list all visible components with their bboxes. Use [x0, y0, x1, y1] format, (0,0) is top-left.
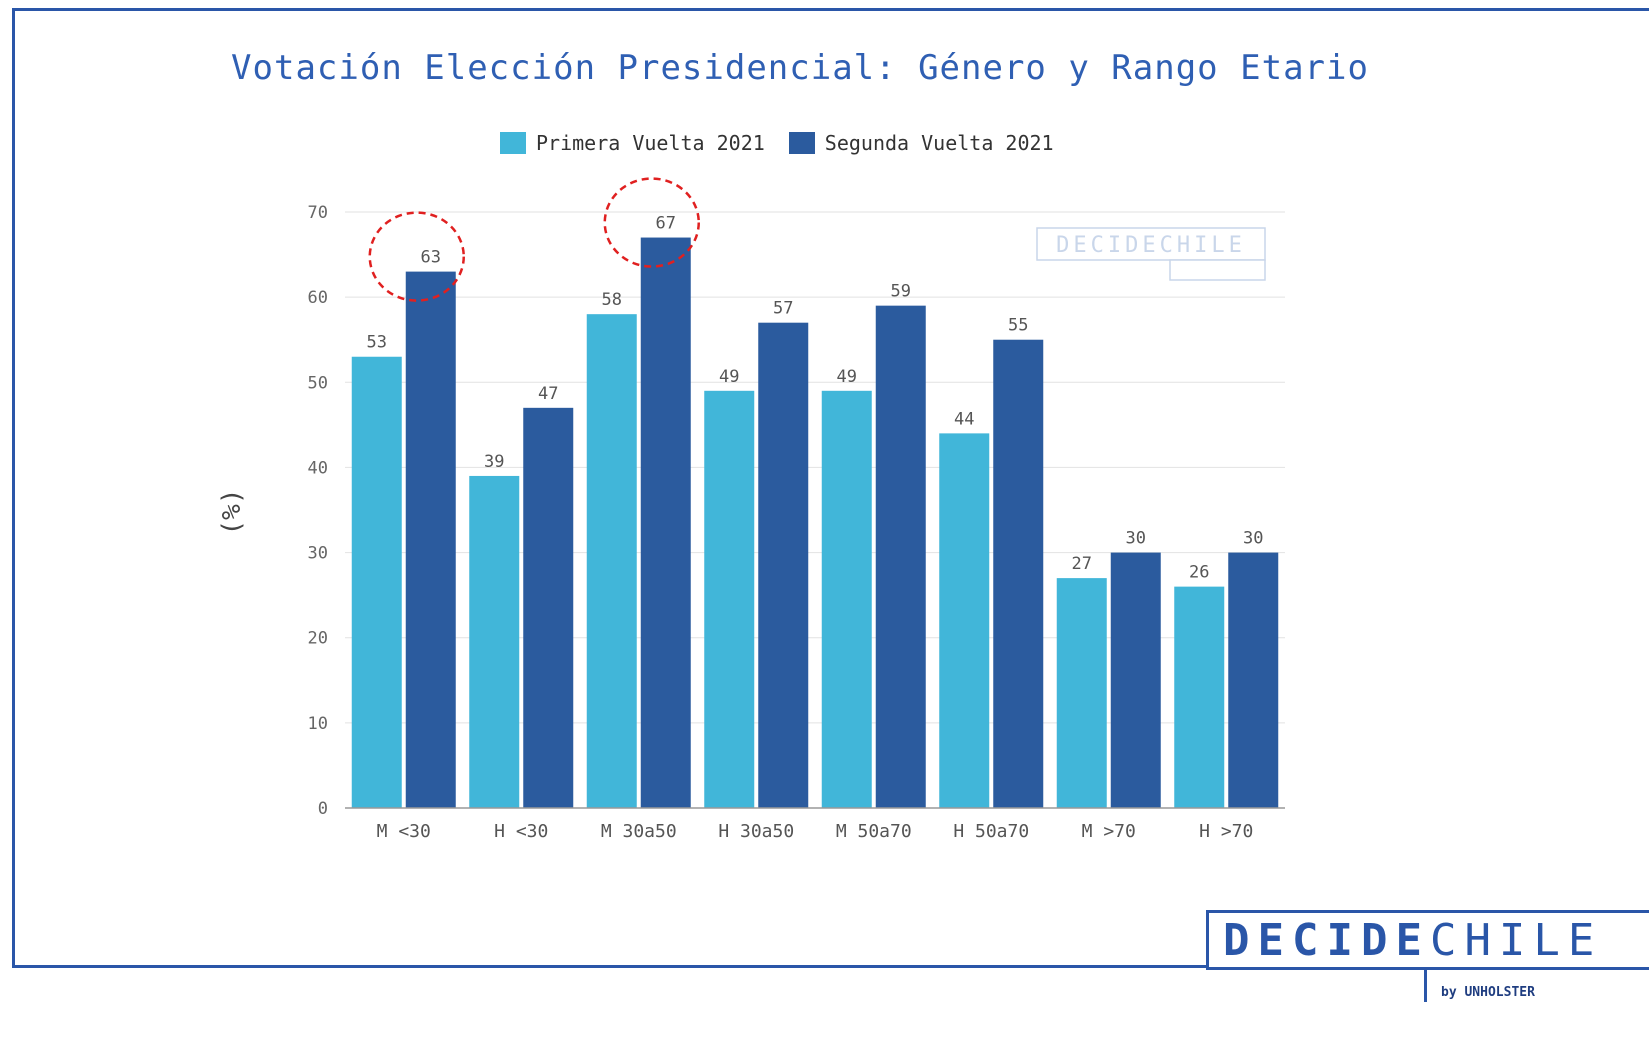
legend-swatch-primera — [500, 132, 526, 154]
legend-label-segunda: Segunda Vuelta 2021 — [824, 131, 1054, 155]
data-label: 30 — [1126, 529, 1146, 549]
bar-primera — [1056, 578, 1107, 808]
data-label: 44 — [954, 409, 974, 429]
y-tick-label: 10 — [308, 714, 328, 734]
bar-primera — [821, 390, 872, 808]
y-tick-label: 70 — [308, 203, 328, 223]
legend-swatch-segunda — [788, 132, 815, 154]
bar-primera — [704, 390, 755, 808]
bars: 53 63 39 47 58 67 49 57 49 59 44 55 27 30 26 30 — [351, 177, 1279, 809]
y-tick-label: 20 — [308, 629, 328, 649]
legend-item-segunda: Segunda Vuelta 2021 — [788, 131, 1054, 155]
y-tick-label: 60 — [308, 288, 328, 308]
chart-frame — [12, 8, 1649, 968]
bar-segunda — [758, 322, 809, 808]
bar-segunda — [523, 407, 574, 808]
x-axis-ticks: M <30 H <30 M 30a50 H 30a50 M 50a70 H 50a70 M … — [377, 821, 1254, 842]
data-label: 39 — [484, 452, 504, 472]
data-label: 47 — [538, 384, 558, 404]
y-tick-label: 50 — [308, 373, 328, 393]
legend: Primera Vuelta 2021 Segunda Vuelta 2021 — [500, 128, 1054, 158]
data-label: 53 — [367, 333, 387, 353]
bar-primera — [939, 433, 990, 808]
legend-item-primera: Primera Vuelta 2021 — [500, 131, 765, 155]
data-label: 30 — [1243, 529, 1263, 549]
brand-byline: by UNHOLSTER — [1424, 968, 1649, 1002]
brand-logo: DECIDE CHILE — [1206, 910, 1649, 970]
bar-segunda — [1228, 552, 1279, 808]
brand-text-decide: DECIDE — [1223, 914, 1430, 966]
bar-segunda — [875, 305, 926, 808]
legend-label-primera: Primera Vuelta 2021 — [536, 131, 765, 155]
data-label: 59 — [891, 282, 911, 302]
watermark: DECIDECHILE — [1036, 227, 1266, 281]
x-tick-label: M 50a70 — [836, 821, 912, 842]
x-tick-label: H 50a70 — [953, 821, 1029, 842]
y-tick-label: 30 — [308, 544, 328, 564]
x-tick-label: H <30 — [494, 821, 548, 842]
brand-text-chile: CHILE — [1429, 914, 1603, 966]
data-label: 49 — [719, 367, 739, 387]
x-tick-label: M 30a50 — [601, 821, 677, 842]
y-axis-ticks: 0 10 20 30 40 50 60 70 — [308, 203, 328, 819]
data-label: 67 — [656, 214, 676, 234]
bar-primera — [469, 475, 520, 808]
chart-title: Votación Elección Presidencial: Género y… — [231, 48, 1369, 88]
x-tick-label: M >70 — [1082, 821, 1136, 842]
y-tick-label: 0 — [318, 799, 328, 819]
bar-primera — [351, 356, 402, 808]
data-label: 55 — [1008, 316, 1028, 336]
bar-primera — [586, 314, 637, 808]
x-tick-label: H >70 — [1199, 821, 1253, 842]
bar-primera — [1174, 586, 1225, 808]
data-label: 49 — [837, 367, 857, 387]
y-tick-label: 40 — [308, 458, 328, 478]
highlight-circle — [368, 211, 465, 302]
x-tick-label: H 30a50 — [718, 821, 794, 842]
data-label: 27 — [1072, 554, 1092, 574]
bar-segunda — [1110, 552, 1161, 808]
watermark-text: DECIDECHILE — [1056, 233, 1246, 258]
bar-segunda — [405, 271, 456, 809]
highlight-circle — [603, 177, 700, 268]
bar-segunda — [640, 237, 691, 809]
data-label: 26 — [1189, 563, 1209, 583]
x-tick-label: M <30 — [377, 821, 431, 842]
data-label: 63 — [421, 248, 441, 268]
y-axis-label: (%) — [217, 489, 247, 536]
bar-segunda — [993, 339, 1044, 808]
data-label: 58 — [602, 290, 622, 310]
data-label: 57 — [773, 299, 793, 319]
